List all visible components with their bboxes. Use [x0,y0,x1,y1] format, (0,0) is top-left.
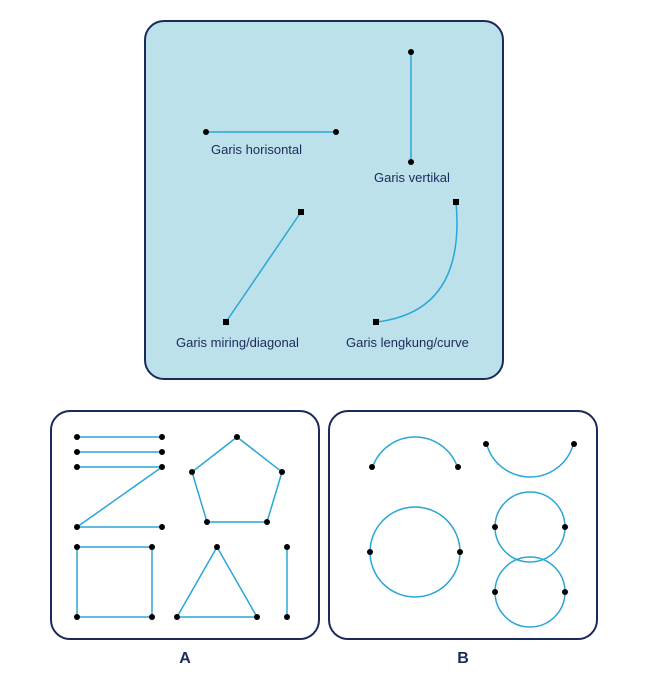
panel-a-label: A [50,650,320,668]
svg-text:Garis vertikal: Garis vertikal [374,170,450,185]
examples-row: A B [20,410,628,668]
svg-text:Garis miring/diagonal: Garis miring/diagonal [176,335,299,350]
svg-text:Garis horisontal: Garis horisontal [211,142,302,157]
panel-a-wrap: A [50,410,320,668]
panel-b-wrap: B [328,410,598,668]
panel-b-label: B [328,650,598,668]
panel-a [50,410,320,640]
svg-text:Garis lengkung/curve: Garis lengkung/curve [346,335,469,350]
line-types-panel: Garis horisontal Garis vertikal Garis miri… [144,20,504,380]
panel-b [328,410,598,640]
